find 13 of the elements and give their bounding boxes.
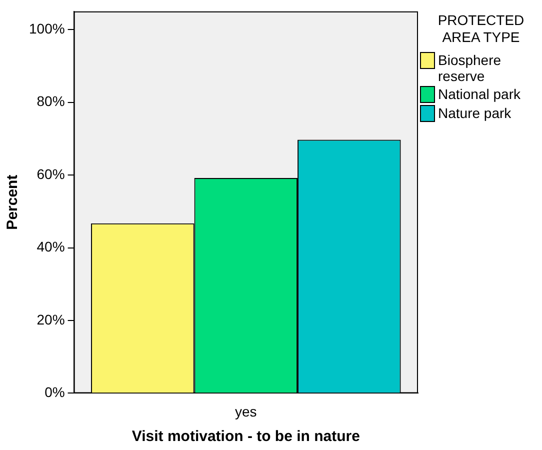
legend-label: Biosphere reserve	[438, 52, 502, 84]
y-tick-label: 40%	[36, 238, 65, 255]
y-tick-label: 60%	[36, 166, 65, 182]
legend-label: National park	[438, 86, 520, 102]
y-tick-label: 20%	[36, 311, 65, 328]
y-tick-label: 0%	[44, 384, 65, 400]
y-axis-title: Percent	[4, 174, 22, 230]
y-tick-label: 100%	[28, 20, 65, 36]
y-tick-label: 80%	[36, 93, 65, 110]
legend-title: PROTECTED AREA TYPE	[436, 12, 526, 46]
x-tick-label: yes	[235, 403, 257, 420]
x-axis-title: Visit motivation - to be in nature	[132, 428, 360, 446]
legend-label: Nature park	[438, 105, 512, 121]
